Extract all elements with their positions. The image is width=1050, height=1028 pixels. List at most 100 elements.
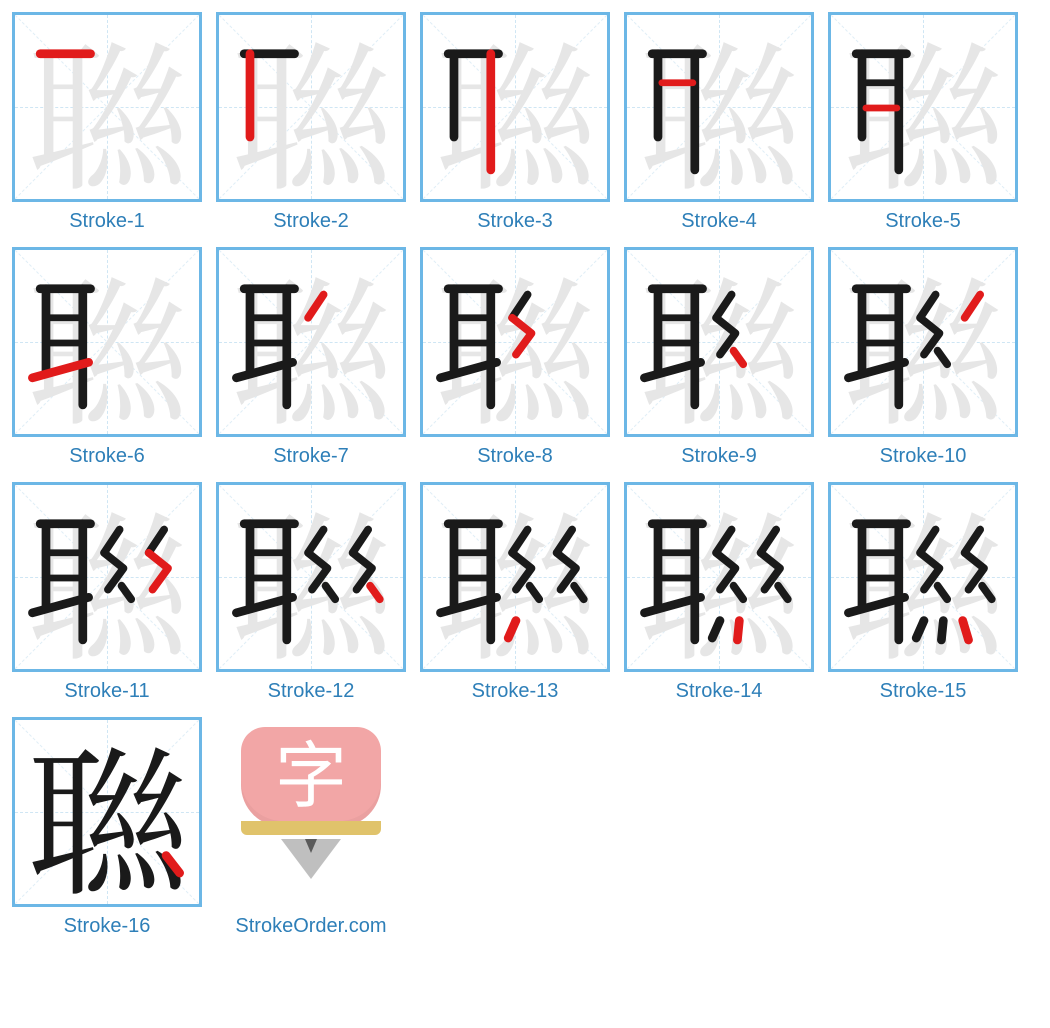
stroke-path (716, 530, 731, 553)
stroke-label: Stroke-10 (880, 445, 967, 468)
stroke-svg (423, 250, 607, 434)
stroke-label: Stroke-7 (273, 445, 349, 468)
stroke-path (938, 586, 948, 600)
stroke-path (308, 530, 323, 553)
stroke-path (512, 318, 531, 355)
stroke-tile: 聮 (828, 247, 1018, 437)
stroke-path (370, 586, 380, 600)
stroke-label: Stroke-1 (69, 210, 145, 233)
stroke-cell: 聮 Stroke-16 (12, 717, 202, 938)
stroke-cell: 聮 Stroke-9 (624, 247, 814, 468)
stroke-svg (831, 250, 1015, 434)
stroke-path (982, 586, 992, 600)
stroke-path (574, 586, 584, 600)
logo-pencil-tip (281, 839, 341, 879)
stroke-svg (423, 15, 607, 199)
logo-tile: 字 (216, 717, 406, 907)
stroke-cell: 聮 Stroke-5 (828, 12, 1018, 233)
stroke-cell: 聮 Stroke-11 (12, 482, 202, 703)
stroke-path (149, 530, 164, 553)
stroke-cell: 聮Stroke-12 (216, 482, 406, 703)
stroke-grid: 聮Stroke-1聮Stroke-2聮Stroke-3聮Stroke-4聮Str… (12, 12, 1038, 938)
site-logo: 字 (236, 727, 386, 897)
stroke-cell: 聮Stroke-8 (420, 247, 610, 468)
stroke-svg (627, 15, 811, 199)
stroke-svg (15, 485, 199, 669)
logo-character: 字 (275, 741, 347, 813)
stroke-tile: 聮 (12, 247, 202, 437)
stroke-path (104, 530, 119, 553)
stroke-svg (219, 15, 403, 199)
stroke-path (737, 621, 739, 640)
stroke-label: Stroke-6 (69, 445, 145, 468)
stroke-path (963, 621, 969, 640)
site-label[interactable]: StrokeOrder.com (235, 915, 386, 938)
stroke-label: Stroke-15 (880, 680, 967, 703)
stroke-svg (15, 15, 199, 199)
stroke-tile: 聮 (216, 247, 406, 437)
stroke-tile: 聮 (624, 482, 814, 672)
stroke-svg (831, 15, 1015, 199)
stroke-path (353, 530, 368, 553)
stroke-label: Stroke-16 (64, 915, 151, 938)
stroke-tile: 聮 (216, 482, 406, 672)
stroke-tile: 聮 (216, 12, 406, 202)
stroke-label: Stroke-11 (64, 680, 149, 703)
stroke-path (716, 295, 731, 318)
stroke-cell: 聮 Stroke-7 (216, 247, 406, 468)
stroke-path (920, 530, 935, 553)
stroke-path (557, 530, 572, 553)
stroke-path (965, 530, 980, 553)
stroke-path (712, 621, 720, 638)
stroke-label: Stroke-5 (885, 210, 961, 233)
stroke-svg (627, 485, 811, 669)
stroke-cell: 聮 Stroke-6 (12, 247, 202, 468)
stroke-path (326, 586, 336, 600)
stroke-path (761, 530, 776, 553)
stroke-tile: 聮 (420, 482, 610, 672)
stroke-path (916, 621, 924, 638)
stroke-svg (219, 485, 403, 669)
stroke-tile: 聮 (828, 12, 1018, 202)
stroke-path (734, 351, 744, 365)
stroke-path (920, 295, 935, 318)
stroke-label: Stroke-13 (472, 680, 559, 703)
logo-cell: 字 StrokeOrder.com (216, 717, 406, 938)
stroke-tile: 聮 (12, 12, 202, 202)
stroke-svg (627, 250, 811, 434)
stroke-path (530, 586, 540, 600)
stroke-cell: 聮 Stroke-14 (624, 482, 814, 703)
stroke-path (941, 621, 943, 640)
stroke-svg (15, 250, 199, 434)
stroke-tile: 聮 (12, 717, 202, 907)
stroke-label: Stroke-9 (681, 445, 757, 468)
stroke-tile: 聮 (420, 12, 610, 202)
stroke-path (149, 553, 168, 590)
stroke-path (122, 586, 132, 600)
stroke-tile: 聮 (12, 482, 202, 672)
stroke-path (734, 586, 744, 600)
stroke-label: Stroke-14 (676, 680, 763, 703)
stroke-path (778, 586, 788, 600)
stroke-cell: 聮 Stroke-1 (12, 12, 202, 233)
stroke-tile: 聮 (624, 247, 814, 437)
stroke-svg (831, 485, 1015, 669)
stroke-cell: 聮 Stroke-15 (828, 482, 1018, 703)
stroke-svg (219, 250, 403, 434)
stroke-svg (423, 485, 607, 669)
stroke-path (938, 351, 948, 365)
stroke-label: Stroke-4 (681, 210, 757, 233)
stroke-cell: 聮 Stroke-10 (828, 247, 1018, 468)
logo-eraser: 字 (241, 727, 381, 827)
stroke-tile: 聮 (420, 247, 610, 437)
stroke-cell: 聮 Stroke-13 (420, 482, 610, 703)
stroke-cell: 聮 Stroke-4 (624, 12, 814, 233)
stroke-cell: 聮 Stroke-3 (420, 12, 610, 233)
stroke-label: Stroke-3 (477, 210, 553, 233)
logo-ferrule (241, 821, 381, 835)
stroke-svg (15, 720, 199, 904)
stroke-tile: 聮 (624, 12, 814, 202)
stroke-path (166, 856, 180, 873)
stroke-tile: 聮 (828, 482, 1018, 672)
stroke-path (308, 295, 323, 318)
